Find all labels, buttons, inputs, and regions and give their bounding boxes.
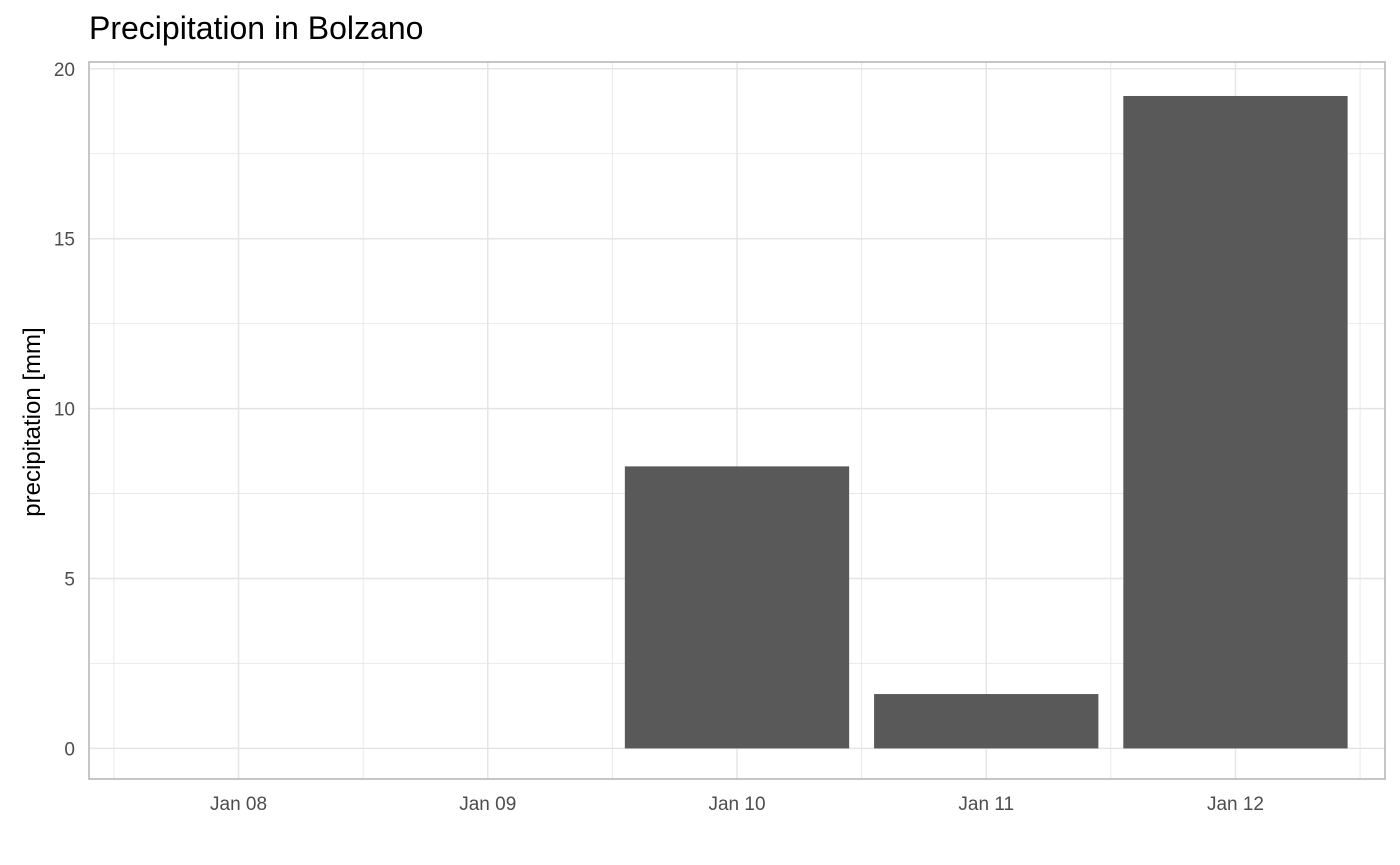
y-tick-labels: 0 5 10 15 20 xyxy=(54,60,75,761)
y-tick-label: 5 xyxy=(64,570,75,591)
bar-jan-12 xyxy=(1123,95,1348,749)
chart-title: Precipitation in Bolzano xyxy=(89,10,423,46)
bars xyxy=(624,95,1348,749)
x-tick-labels: Jan 08 Jan 09 Jan 10 Jan 11 Jan 12 xyxy=(210,794,1264,815)
x-tick-label: Jan 10 xyxy=(708,794,765,815)
y-tick-label: 0 xyxy=(64,739,75,760)
y-tick-label: 20 xyxy=(54,60,75,81)
panel-border xyxy=(88,61,1386,780)
bar-jan-11 xyxy=(874,694,1099,749)
y-tick-label: 15 xyxy=(54,230,75,251)
bar-jan-10 xyxy=(624,466,850,749)
x-tick-label: Jan 09 xyxy=(459,794,516,815)
x-tick-label: Jan 12 xyxy=(1207,794,1264,815)
x-tick-label: Jan 08 xyxy=(210,794,267,815)
y-tick-label: 10 xyxy=(54,400,75,421)
y-axis-label: precipitation [mm] xyxy=(19,327,46,516)
x-tick-label: Jan 11 xyxy=(958,794,1014,815)
